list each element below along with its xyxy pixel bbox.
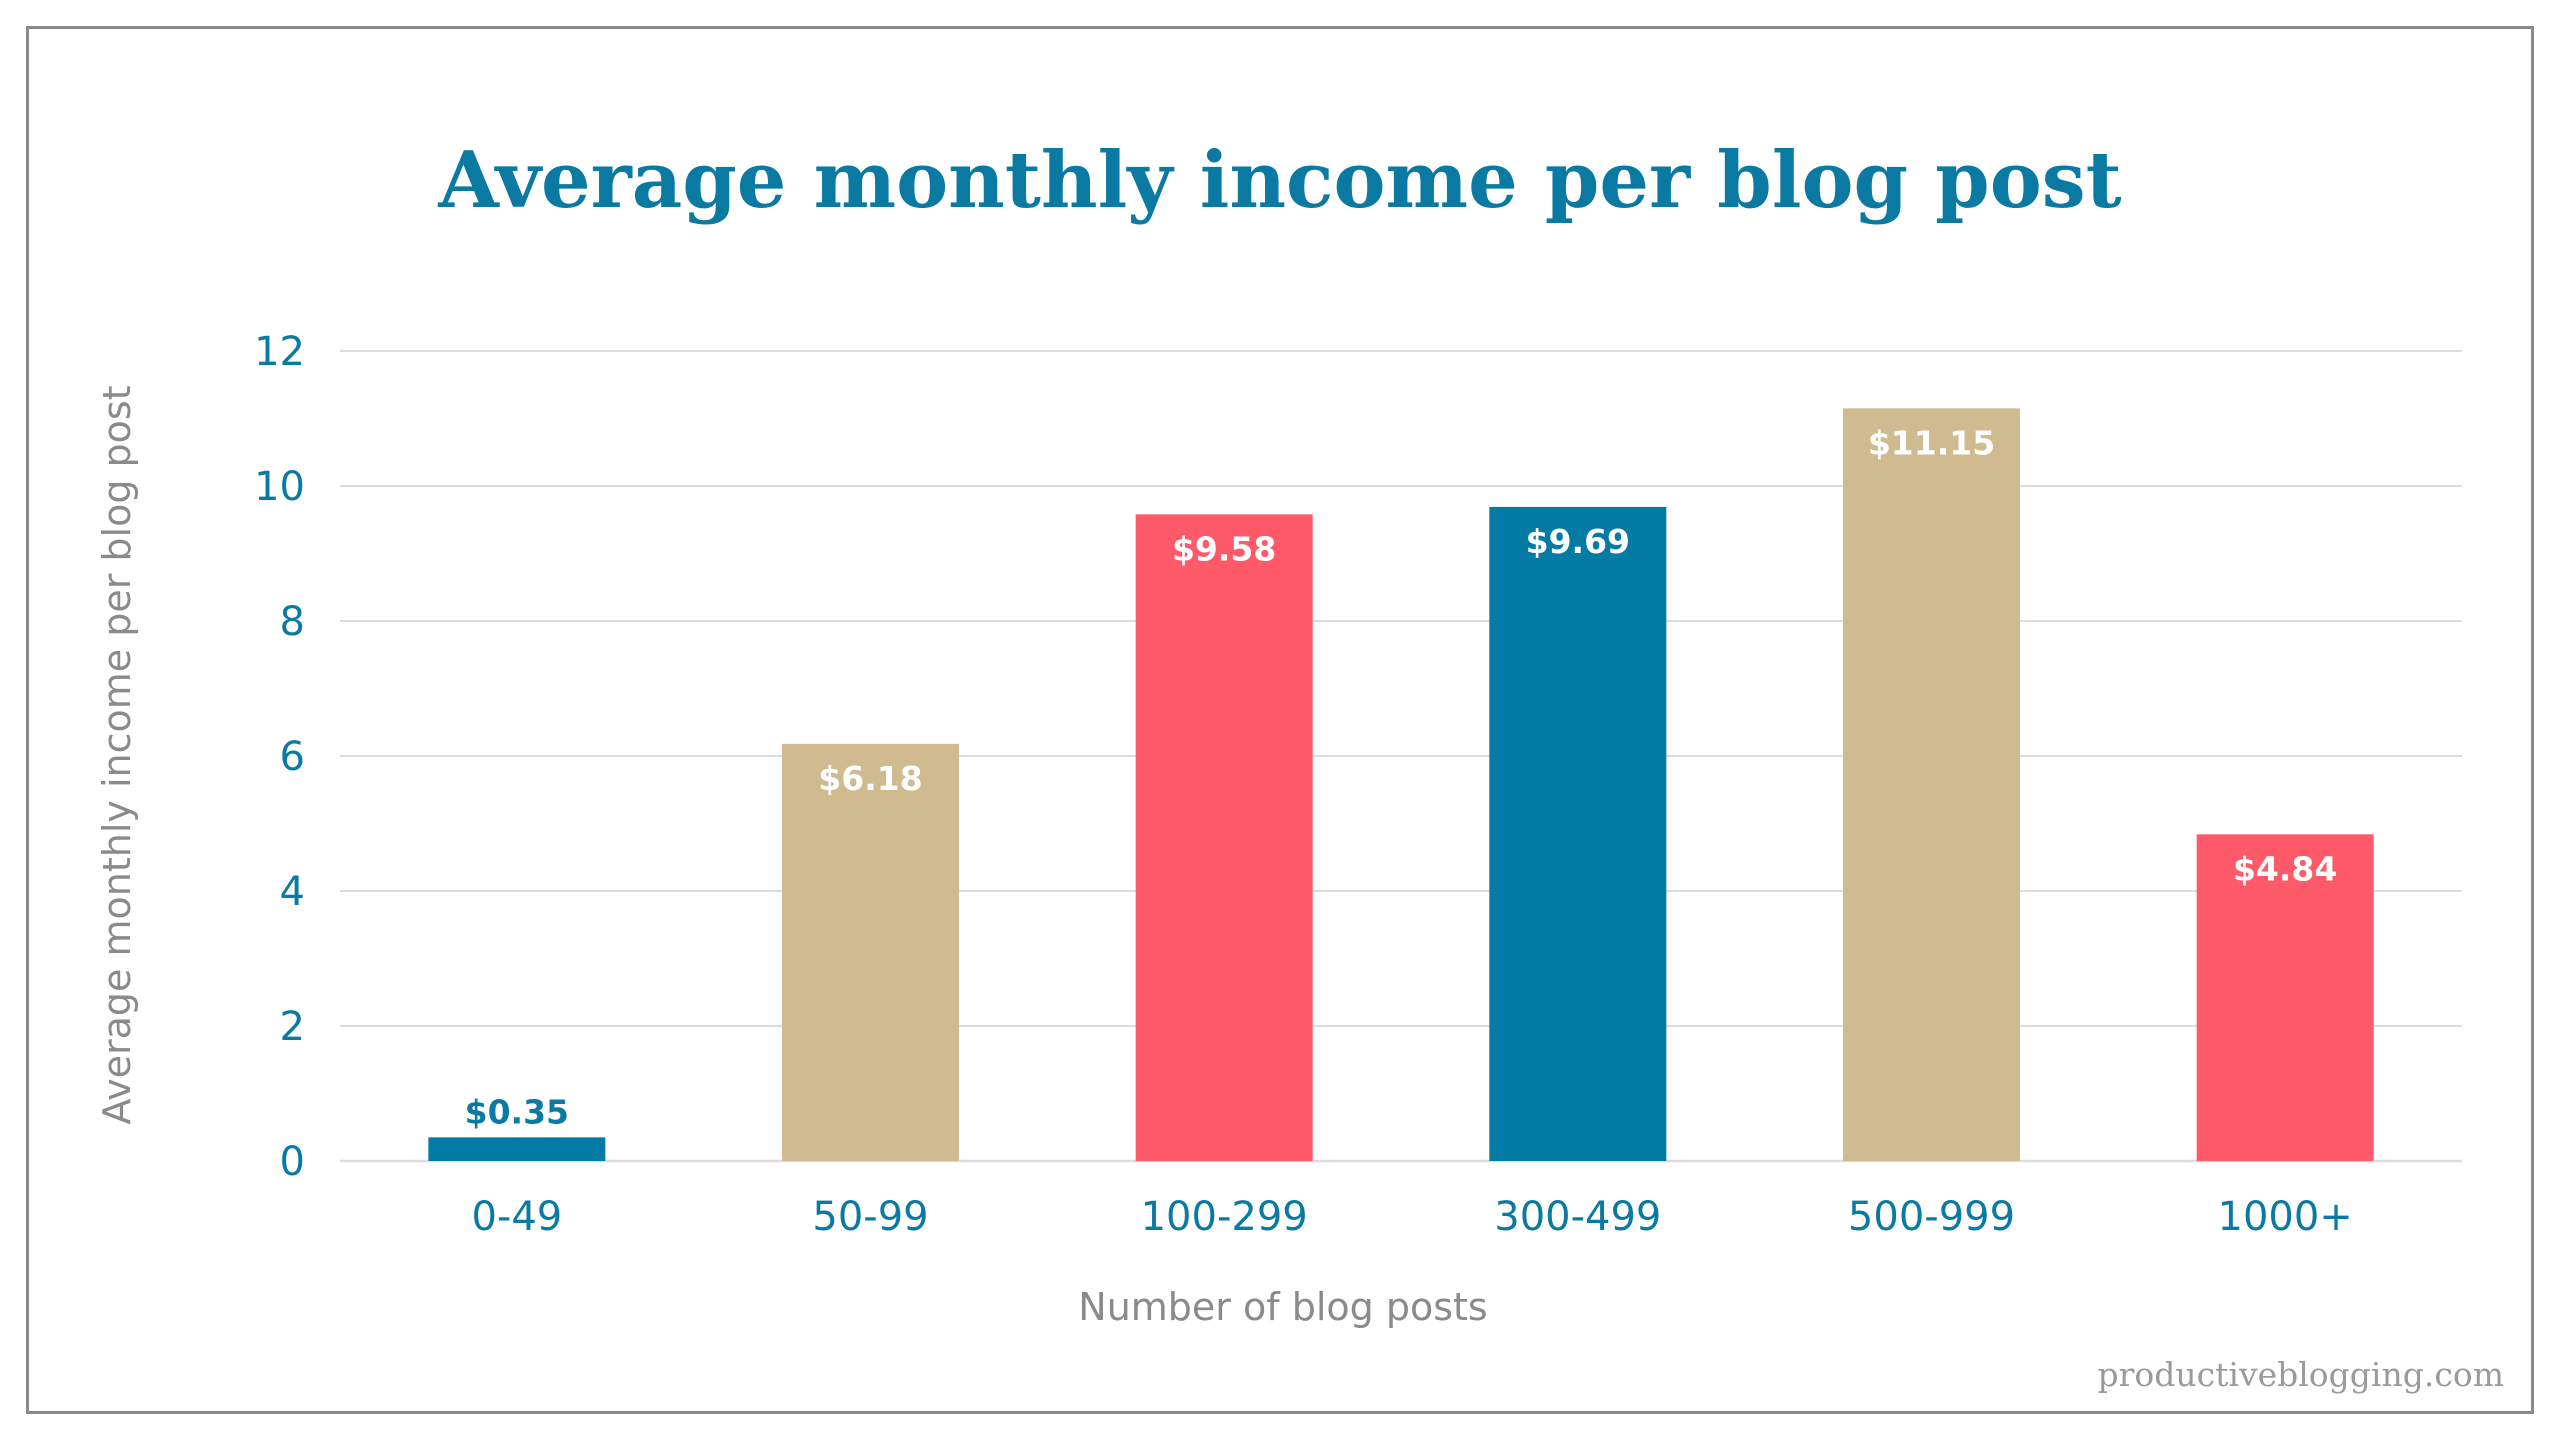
watermark: productiveblogging.com [2097, 1355, 2504, 1394]
y-axis-ticks: 0 2 4 6 8 10 12 [254, 329, 305, 1185]
bar-300-499 [1489, 506, 1667, 1161]
data-label: $9.69 [1526, 522, 1630, 561]
bar-500-999 [1843, 408, 2020, 1161]
x-tick-label: 1000+ [2218, 1194, 2353, 1240]
x-axis-title: Number of blog posts [1078, 1285, 1487, 1329]
y-tick-label: 0 [280, 1139, 305, 1185]
bar-100-299 [1135, 514, 1313, 1161]
y-tick-label: 10 [254, 464, 305, 510]
y-tick-label: 12 [254, 329, 305, 375]
bar-0-49 [428, 1137, 606, 1161]
y-tick-label: 6 [280, 734, 305, 780]
chart-title: Average monthly income per blog post [438, 135, 2122, 226]
y-tick-label: 8 [280, 599, 305, 645]
data-label: $0.35 [465, 1092, 569, 1131]
x-tick-label: 0-49 [471, 1194, 562, 1240]
bar-1000+ [2196, 834, 2374, 1161]
data-label: $6.18 [818, 759, 922, 798]
x-axis-ticks: 0-49 50-99 100-299 300-499 500-999 1000+ [471, 1194, 2352, 1240]
bars [428, 408, 2374, 1161]
y-tick-label: 2 [280, 1004, 305, 1050]
data-labels: $0.35 $6.18 $9.58 $9.69 $11.15 $4.84 [465, 423, 2338, 1131]
x-tick-label: 300-499 [1494, 1194, 1661, 1240]
y-tick-label: 4 [280, 869, 305, 915]
data-label: $9.58 [1172, 529, 1276, 568]
data-label: $4.84 [2233, 849, 2337, 888]
bar-50-99 [782, 743, 959, 1161]
grid-lines [340, 350, 2462, 1163]
y-axis-title: Average monthly income per blog post [95, 385, 139, 1124]
x-tick-label: 100-299 [1141, 1194, 1308, 1240]
data-label: $11.15 [1868, 423, 1995, 462]
x-tick-label: 500-999 [1848, 1194, 2015, 1240]
x-tick-label: 50-99 [812, 1194, 928, 1240]
